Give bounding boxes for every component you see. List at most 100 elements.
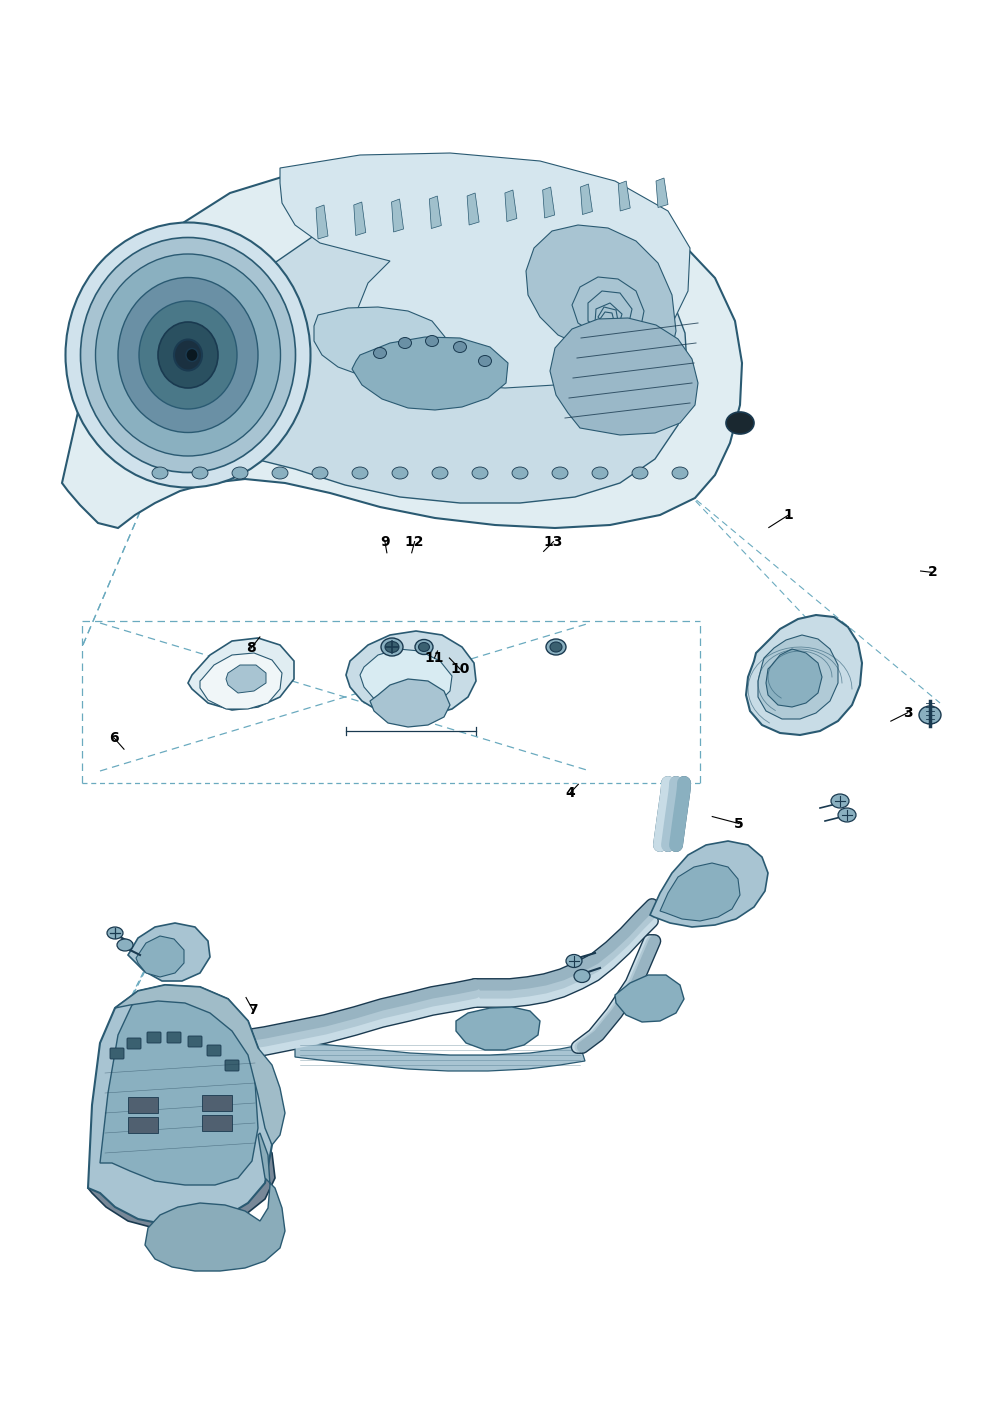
Ellipse shape <box>192 467 208 478</box>
Polygon shape <box>456 1007 540 1049</box>
Polygon shape <box>656 178 668 208</box>
FancyBboxPatch shape <box>127 1038 141 1049</box>
Ellipse shape <box>726 412 754 434</box>
Polygon shape <box>115 985 285 1145</box>
Text: 2: 2 <box>928 565 937 579</box>
Text: 13: 13 <box>544 535 563 549</box>
Polygon shape <box>650 840 768 927</box>
Polygon shape <box>226 665 266 693</box>
Ellipse shape <box>838 808 856 822</box>
Text: 12: 12 <box>405 535 425 549</box>
Polygon shape <box>136 936 184 976</box>
Ellipse shape <box>152 467 168 478</box>
Ellipse shape <box>566 954 582 968</box>
Ellipse shape <box>158 323 218 389</box>
Polygon shape <box>526 224 676 391</box>
Ellipse shape <box>550 643 562 652</box>
Polygon shape <box>128 923 210 981</box>
Ellipse shape <box>392 467 408 478</box>
Ellipse shape <box>831 794 849 808</box>
Polygon shape <box>280 153 690 389</box>
Polygon shape <box>188 638 294 710</box>
Ellipse shape <box>919 706 941 724</box>
FancyBboxPatch shape <box>110 1048 124 1059</box>
Ellipse shape <box>118 278 258 432</box>
Ellipse shape <box>385 641 399 652</box>
Ellipse shape <box>478 355 491 366</box>
Ellipse shape <box>374 348 387 359</box>
Text: 1: 1 <box>784 508 794 522</box>
Text: 10: 10 <box>450 662 470 676</box>
Polygon shape <box>62 166 742 528</box>
Ellipse shape <box>80 237 296 473</box>
Polygon shape <box>758 636 838 718</box>
Ellipse shape <box>546 638 566 655</box>
Polygon shape <box>88 985 272 1225</box>
Polygon shape <box>316 205 328 239</box>
Ellipse shape <box>139 302 237 410</box>
Ellipse shape <box>432 467 448 478</box>
Ellipse shape <box>186 348 198 362</box>
Ellipse shape <box>472 467 488 478</box>
FancyBboxPatch shape <box>207 1045 221 1056</box>
Polygon shape <box>467 194 479 224</box>
Polygon shape <box>100 993 258 1186</box>
Polygon shape <box>615 975 684 1021</box>
Polygon shape <box>145 1134 285 1271</box>
Ellipse shape <box>65 223 310 487</box>
Polygon shape <box>660 863 740 920</box>
Polygon shape <box>543 187 555 217</box>
Polygon shape <box>295 1041 585 1070</box>
FancyBboxPatch shape <box>188 1035 202 1047</box>
Ellipse shape <box>415 640 433 655</box>
Ellipse shape <box>107 927 123 939</box>
Ellipse shape <box>272 467 288 478</box>
Polygon shape <box>352 337 508 410</box>
FancyBboxPatch shape <box>202 1115 232 1131</box>
Polygon shape <box>746 615 862 735</box>
Ellipse shape <box>419 643 430 651</box>
Polygon shape <box>200 652 282 709</box>
Polygon shape <box>766 650 822 707</box>
Polygon shape <box>618 181 630 210</box>
FancyBboxPatch shape <box>167 1033 181 1042</box>
Ellipse shape <box>352 467 368 478</box>
Ellipse shape <box>632 467 648 478</box>
Text: 4: 4 <box>565 786 575 800</box>
Ellipse shape <box>592 467 608 478</box>
Polygon shape <box>370 679 450 727</box>
Ellipse shape <box>426 335 438 347</box>
Polygon shape <box>354 202 366 236</box>
Polygon shape <box>160 201 688 504</box>
FancyBboxPatch shape <box>147 1033 161 1042</box>
Polygon shape <box>550 318 698 435</box>
Ellipse shape <box>453 341 466 352</box>
Ellipse shape <box>574 969 590 982</box>
Text: 3: 3 <box>903 706 913 720</box>
Text: 7: 7 <box>248 1003 258 1017</box>
Text: 6: 6 <box>109 731 119 745</box>
Polygon shape <box>505 189 517 222</box>
Polygon shape <box>392 199 404 231</box>
Text: 9: 9 <box>380 535 390 549</box>
Ellipse shape <box>174 340 202 370</box>
Ellipse shape <box>232 467 248 478</box>
Ellipse shape <box>312 467 328 478</box>
Polygon shape <box>88 1122 275 1230</box>
Polygon shape <box>360 650 452 709</box>
Ellipse shape <box>381 638 403 657</box>
Ellipse shape <box>95 254 281 456</box>
Ellipse shape <box>399 338 412 348</box>
FancyBboxPatch shape <box>128 1097 158 1113</box>
Ellipse shape <box>117 939 133 951</box>
FancyBboxPatch shape <box>225 1061 239 1070</box>
Ellipse shape <box>552 467 568 478</box>
Polygon shape <box>580 184 592 215</box>
Ellipse shape <box>672 467 688 478</box>
FancyBboxPatch shape <box>202 1094 232 1111</box>
Polygon shape <box>346 631 476 717</box>
Polygon shape <box>314 307 445 376</box>
Text: 8: 8 <box>246 641 256 655</box>
Polygon shape <box>430 196 441 229</box>
Text: 5: 5 <box>734 817 744 831</box>
